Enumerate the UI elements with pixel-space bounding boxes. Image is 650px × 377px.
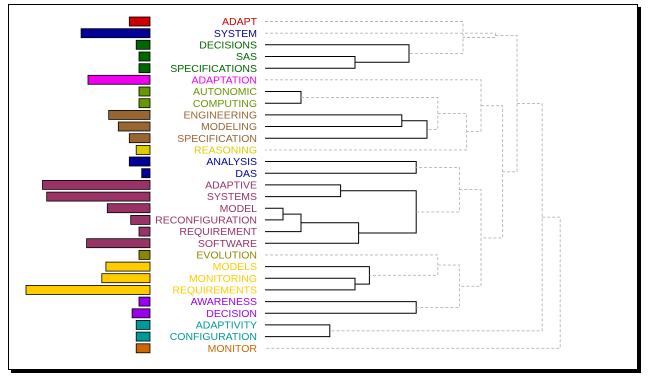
dendrogram-link-18 (265, 112, 468, 151)
label-group: ADAPTSYSTEMDECISIONSSASSPECIFICATIONSADA… (155, 16, 257, 355)
bar-reconfiguration (130, 214, 151, 225)
bar-analysis (128, 156, 151, 167)
bar-autonomic (138, 86, 151, 97)
term-label-das: DAS (235, 168, 257, 180)
term-label-systems: SYSTEMS (207, 191, 257, 203)
dendrogram-link-13 (265, 301, 417, 314)
term-label-reasoning: REASONING (194, 145, 257, 157)
term-label-decision: DECISION (206, 308, 257, 320)
term-label-modeling: MODELING (201, 121, 257, 133)
term-label-analysis: ANALYSIS (206, 156, 257, 168)
bar-specification (128, 133, 151, 144)
dendrogram-link-1 (265, 44, 410, 63)
dendrogram-link-27 (265, 216, 561, 349)
dendrogram-link-24 (481, 105, 504, 239)
bar-adapt (128, 16, 151, 27)
dendrogram-link-5 (265, 161, 417, 174)
dendrogram-frame: ADAPT SYSTEM DECISIONS SAS SPECIFICATIONS ADA… (8, 4, 638, 370)
bar-configuration (135, 331, 151, 342)
bar-computing (138, 98, 151, 109)
term-label-monitor: MONITOR (208, 343, 258, 355)
dendrogram-link-2 (265, 91, 302, 104)
term-label-adaptivity: ADAPTIVITY (196, 320, 257, 332)
term-label-adaptation: ADAPTATION (191, 74, 257, 86)
dendrogram-link-10 (340, 190, 417, 234)
dendrogram-link-0 (265, 56, 356, 69)
bar-engineering (108, 110, 151, 120)
term-label-computing: COMPUTING (193, 98, 257, 110)
dendrogram-link-7 (265, 207, 284, 221)
bar-awareness (138, 296, 151, 307)
bar-adaptivity (135, 319, 151, 330)
bar-models (105, 261, 151, 272)
dendrogram-link-21 (265, 254, 439, 276)
link-group (265, 21, 561, 349)
dendrogram-link-3 (265, 114, 403, 127)
term-label-software: SOFTWARE (198, 238, 257, 250)
dendrogram-link-9 (265, 222, 360, 244)
bar-adaptive (42, 179, 151, 190)
dendrogram-link-12 (265, 266, 370, 285)
bar-specifications (138, 63, 151, 74)
bar-adaptation (87, 74, 151, 85)
dendrogram-link-23 (459, 189, 482, 287)
dendrogram-link-20 (416, 166, 460, 213)
term-label-awareness: AWARENESS (191, 296, 257, 308)
term-label-decisions: DECISIONS (199, 39, 257, 51)
dendrogram-link-19 (265, 79, 482, 133)
dendrogram-link-6 (265, 184, 342, 198)
dendrogram-link-4 (265, 120, 428, 139)
term-label-autonomic: AUTONOMIC (193, 86, 257, 98)
dendrogram-link-11 (265, 277, 356, 291)
dendrogram-link-17 (301, 96, 439, 130)
bar-requirement (138, 226, 151, 237)
dendrogram-link-16 (265, 32, 496, 38)
bar-group (25, 16, 151, 354)
bar-model (106, 203, 151, 214)
bar-decision (131, 308, 151, 319)
term-label-adapt: ADAPT (222, 16, 258, 28)
dendrogram-link-15 (265, 21, 464, 55)
term-label-requirement: REQUIREMENT (179, 226, 257, 238)
bar-reasoning (135, 144, 151, 155)
term-label-specifications: SPECIFICATIONS (170, 63, 257, 75)
bar-system (80, 28, 151, 39)
bar-decisions (135, 39, 151, 50)
bar-sas (138, 51, 151, 62)
term-label-engineering: ENGINEERING (183, 110, 257, 122)
term-label-model: MODEL (220, 203, 258, 215)
bar-systems (46, 191, 151, 202)
term-label-reconfiguration: RECONFIGURATION (155, 215, 257, 227)
term-label-adaptive: ADAPTIVE (205, 180, 257, 192)
bar-software (86, 238, 151, 249)
dendrogram-link-26 (329, 103, 543, 332)
term-label-system: SYSTEM (214, 28, 257, 40)
term-label-requirements: REQUIREMENTS (172, 285, 257, 297)
term-label-monitoring: MONITORING (189, 273, 257, 285)
dendrogram-link-22 (416, 264, 460, 308)
term-label-models: MODELS (213, 261, 257, 273)
term-label-evolution: EVOLUTION (196, 250, 257, 262)
term-label-configuration: CONFIGURATION (170, 331, 257, 343)
bar-monitor (135, 343, 151, 354)
bar-das (141, 168, 151, 179)
dendrogram-link-14 (265, 324, 331, 338)
bar-evolution (138, 249, 151, 260)
dendrogram-link-25 (495, 34, 518, 173)
term-label-specification: SPECIFICATION (177, 133, 257, 145)
bar-requirements (25, 284, 151, 295)
bar-modeling (117, 121, 151, 132)
bar-monitoring (101, 273, 151, 284)
dendrogram-plot: ADAPTSYSTEMDECISIONSSASSPECIFICATIONSADA… (25, 16, 561, 355)
term-label-sas: SAS (236, 51, 257, 63)
